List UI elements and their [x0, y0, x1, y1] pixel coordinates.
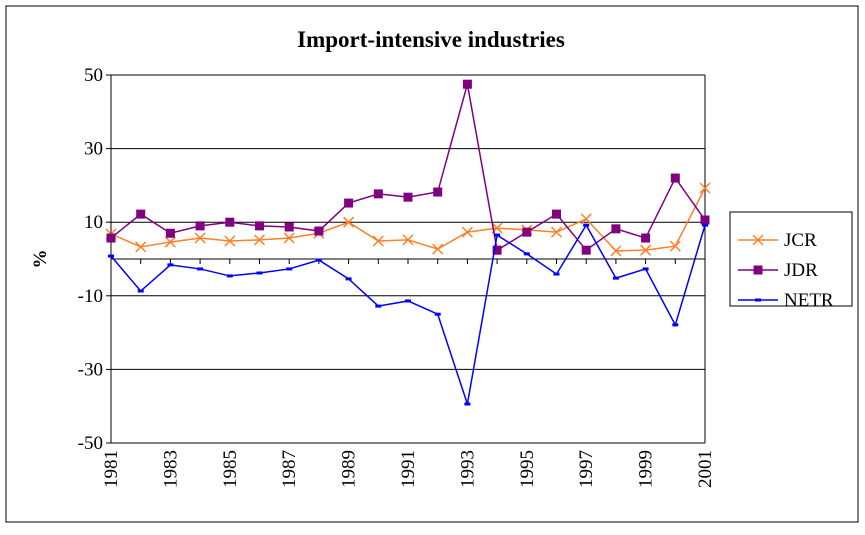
marker [315, 258, 322, 262]
x-tick-label: 1989 [339, 450, 360, 488]
marker [226, 274, 233, 278]
marker [405, 299, 411, 303]
marker [106, 233, 116, 243]
marker [165, 228, 175, 238]
x-tick-label: 1981 [101, 450, 122, 488]
marker [283, 232, 295, 244]
marker [284, 222, 294, 232]
marker [224, 235, 236, 247]
marker [581, 245, 591, 255]
y-tick-label: 10 [84, 212, 103, 233]
x-tick-label: 1991 [398, 450, 419, 488]
marker [610, 245, 622, 257]
marker [137, 289, 144, 293]
legend-label: JDR [784, 260, 818, 281]
marker [702, 223, 708, 227]
marker [699, 182, 711, 194]
marker [197, 267, 204, 271]
marker [641, 233, 651, 243]
y-tick-label: 30 [84, 139, 103, 160]
marker [640, 244, 652, 256]
marker [612, 276, 619, 280]
marker [700, 215, 710, 225]
marker [255, 221, 264, 231]
marker [492, 245, 502, 255]
y-tick-label: -10 [78, 286, 103, 307]
marker [523, 252, 530, 256]
marker [672, 323, 679, 327]
marker [753, 265, 763, 275]
marker [522, 227, 532, 237]
chart-title: Import-intensive industries [297, 27, 565, 52]
marker [433, 187, 443, 197]
y-axis-label: % [30, 250, 51, 269]
marker [256, 271, 263, 275]
marker [432, 243, 444, 255]
marker [194, 232, 206, 244]
x-tick-label: 1985 [220, 450, 241, 488]
marker [286, 267, 293, 271]
chart-border [5, 5, 859, 523]
legend-box [729, 211, 853, 307]
x-tick-label: 2001 [695, 450, 716, 488]
x-tick-label: 1987 [279, 450, 300, 488]
marker [461, 226, 473, 238]
marker [755, 298, 761, 302]
x-tick-label: 1997 [576, 450, 597, 488]
marker [135, 241, 147, 253]
x-tick-label: 1993 [457, 450, 478, 488]
marker [402, 234, 414, 246]
x-tick-label: 1999 [636, 450, 657, 488]
marker [642, 267, 649, 271]
marker [164, 236, 176, 248]
marker [580, 213, 592, 225]
x-tick-label: 1983 [160, 450, 181, 488]
marker [253, 234, 266, 246]
y-tick-label: 50 [84, 65, 103, 86]
marker [108, 254, 114, 258]
marker [344, 198, 354, 208]
marker [373, 189, 383, 199]
marker [345, 277, 352, 281]
marker [553, 272, 560, 276]
marker [372, 235, 384, 247]
marker [434, 312, 441, 316]
marker [314, 226, 324, 236]
marker [462, 79, 472, 89]
x-tick-label: 1995 [517, 450, 538, 488]
y-tick-label: -50 [78, 433, 103, 454]
marker [550, 226, 563, 238]
marker [167, 263, 174, 267]
legend-label: JCR [784, 230, 817, 251]
marker [611, 224, 621, 234]
legend-label: NETR [784, 290, 834, 311]
marker [670, 173, 680, 183]
marker [343, 216, 355, 228]
marker [375, 304, 382, 308]
marker [195, 221, 205, 231]
marker [552, 209, 561, 219]
marker [583, 223, 590, 227]
marker [136, 209, 146, 219]
marker [752, 234, 764, 246]
marker [403, 192, 413, 202]
y-tick-label: -30 [78, 359, 103, 380]
marker [225, 217, 235, 227]
marker [669, 240, 681, 252]
marker [464, 402, 471, 406]
marker [494, 233, 501, 237]
